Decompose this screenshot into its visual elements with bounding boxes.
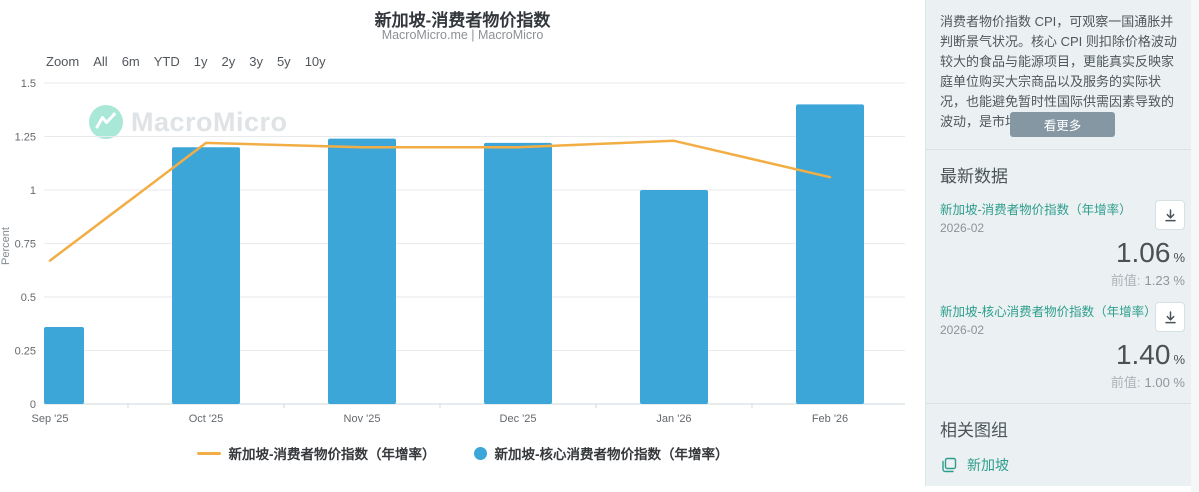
y-axis-title: Percent — [0, 227, 12, 265]
latest-item-1: 新加坡-核心消费者物价指数（年增率） 2026-02 1.40% 前值: 1.00 % — [940, 301, 1185, 391]
legend-item-core-cpi[interactable]: 新加坡-核心消费者物价指数（年增率） — [473, 443, 729, 463]
sidebar-scrollbar[interactable] — [1191, 0, 1199, 492]
x-tick-label: Oct '25 — [189, 413, 224, 425]
y-tick-label: 1.5 — [21, 78, 36, 90]
related-groups-header: 相关图组 — [940, 421, 1008, 440]
range-button-2y[interactable]: 2y — [221, 54, 236, 69]
range-button-YTD[interactable]: YTD — [153, 54, 180, 69]
x-tick-label: Nov '25 — [344, 413, 381, 425]
range-button-10y[interactable]: 10y — [304, 54, 326, 69]
zoom-label: Zoom — [46, 54, 80, 69]
value-unit: % — [1173, 352, 1185, 367]
y-tick-label: 0.5 — [21, 292, 36, 304]
bar-Oct '25[interactable] — [172, 147, 240, 404]
download-button[interactable] — [1155, 302, 1185, 332]
bar-Feb '26[interactable] — [796, 104, 864, 405]
series-link[interactable]: 新加坡-消费者物价指数（年增率） — [940, 203, 1132, 217]
bar-Jan '26[interactable] — [640, 190, 708, 404]
legend-label: 新加坡-核心消费者物价指数（年增率） — [494, 447, 729, 462]
range-button-5y[interactable]: 5y — [276, 54, 291, 69]
data-date: 2026-02 — [940, 323, 985, 337]
data-date: 2026-02 — [940, 221, 985, 235]
bar-Sep '25[interactable] — [44, 326, 84, 404]
divider — [926, 149, 1199, 150]
bar-Nov '25[interactable] — [328, 138, 396, 404]
latest-value: 1.06 — [1115, 237, 1171, 268]
legend-line-marker — [196, 451, 221, 455]
latest-data-header: 最新数据 — [940, 167, 1008, 186]
line-series[interactable] — [48, 139, 832, 262]
chart-panel: 新加坡-消费者物价指数 MacroMicro.me | MacroMicro Z… — [0, 11, 925, 463]
x-tick-label: Dec '25 — [500, 413, 537, 425]
y-tick-label: 1.25 — [15, 132, 36, 144]
chart-group-icon — [942, 457, 957, 473]
legend-label: 新加坡-消费者物价指数（年增率） — [228, 447, 436, 462]
download-icon — [1164, 310, 1176, 323]
prev-value: 1.23 % — [1144, 273, 1185, 288]
download-button[interactable] — [1155, 200, 1185, 230]
see-more-button[interactable]: 看更多 — [1009, 112, 1116, 137]
chart-plot[interactable]: 0 0.25 0.5 0.75 1 1.25 1.5 Percent Sep '25 Oct '2… — [0, 70, 925, 440]
x-tick-label: Feb '26 — [812, 413, 848, 425]
divider — [926, 403, 1199, 404]
prev-label: 前值: — [1110, 273, 1141, 288]
latest-item-0: 新加坡-消费者物价指数（年增率） 2026-02 1.06% 前值: 1.23 % — [940, 199, 1185, 289]
latest-value: 1.40 — [1115, 339, 1171, 370]
y-tick-label: 0 — [30, 399, 36, 411]
sidebar: 消费者物价指数 CPI，可观察一国通胀并判断景气状况。核心 CPI 则扣除价格波… — [925, 0, 1199, 486]
series-link[interactable]: 新加坡-核心消费者物价指数（年增率） — [940, 305, 1157, 319]
chart-subtitle: MacroMicro.me | MacroMicro — [381, 28, 544, 42]
value-unit: % — [1173, 250, 1185, 265]
download-icon — [1164, 208, 1176, 221]
see-more-row: 看更多 — [940, 112, 1185, 137]
range-button-1y[interactable]: 1y — [193, 54, 208, 69]
prev-label: 前值: — [1110, 375, 1141, 390]
legend-item-cpi[interactable]: 新加坡-消费者物价指数（年增率） — [196, 443, 436, 463]
x-tick-label: Sep '25 — [32, 413, 69, 425]
related-group-label: 新加坡 — [967, 457, 1009, 473]
y-tick-label: 0.75 — [15, 239, 36, 251]
zoom-toolbar: Zoom All 6m YTD 1y 2y 3y 5y 10y — [46, 54, 326, 69]
range-buttons: All 6m YTD 1y 2y 3y 5y 10y — [93, 54, 325, 69]
range-button-All[interactable]: All — [93, 54, 108, 69]
legend-circle-marker — [473, 446, 487, 460]
chart-legend: 新加坡-消费者物价指数（年增率） 新加坡-核心消费者物价指数（年增率） — [0, 443, 925, 463]
range-button-6m[interactable]: 6m — [121, 54, 140, 69]
y-tick-label: 1 — [30, 185, 36, 197]
related-group-link[interactable]: 新加坡 — [940, 455, 1185, 475]
related-items: 新加坡 — [940, 455, 1185, 475]
prev-value: 1.00 % — [1144, 375, 1185, 390]
latest-items: 新加坡-消费者物价指数（年增率） 2026-02 1.06% 前值: 1.23 % 新加坡… — [940, 199, 1185, 391]
range-button-3y[interactable]: 3y — [249, 54, 263, 69]
chart-title: 新加坡-消费者物价指数 — [374, 11, 551, 30]
x-tick-label: Jan '26 — [656, 413, 691, 425]
bar-Dec '25[interactable] — [484, 142, 552, 405]
y-tick-label: 0.25 — [15, 346, 36, 358]
